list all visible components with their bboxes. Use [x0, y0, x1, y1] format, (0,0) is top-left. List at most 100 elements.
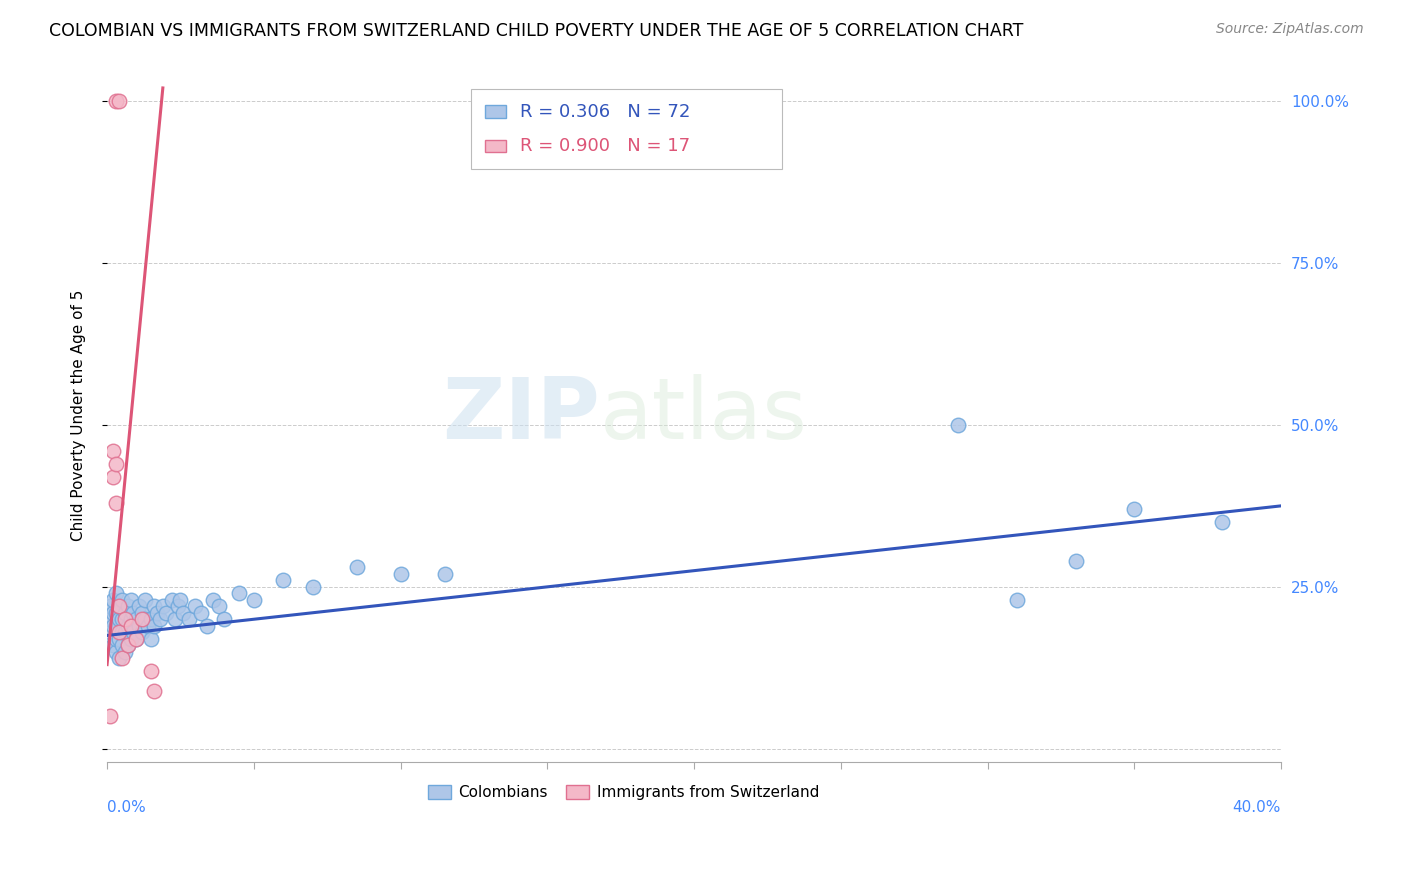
Point: [114, 645, 136, 659]
Point: [114, 612, 136, 626]
Point: [104, 457, 127, 471]
Point: [139, 632, 162, 646]
Point: [120, 632, 142, 646]
Point: [143, 683, 166, 698]
Point: [111, 651, 134, 665]
Point: [1123, 502, 1146, 516]
Point: [136, 618, 159, 632]
Y-axis label: Child Poverty Under the Age of 5: Child Poverty Under the Age of 5: [72, 290, 86, 541]
Point: [143, 618, 166, 632]
Point: [104, 94, 127, 108]
Point: [104, 495, 127, 509]
Point: [104, 632, 127, 646]
Point: [104, 586, 127, 600]
Text: 40.0%: 40.0%: [1233, 800, 1281, 815]
Point: [122, 606, 145, 620]
Point: [111, 625, 134, 640]
Text: R = 0.306   N = 72: R = 0.306 N = 72: [520, 103, 690, 120]
Point: [111, 592, 134, 607]
Point: [117, 638, 139, 652]
Point: [1064, 554, 1087, 568]
Text: 0.0%: 0.0%: [107, 800, 146, 815]
Point: [131, 625, 153, 640]
Text: COLOMBIAN VS IMMIGRANTS FROM SWITZERLAND CHILD POVERTY UNDER THE AGE OF 5 CORREL: COLOMBIAN VS IMMIGRANTS FROM SWITZERLAND…: [49, 22, 1024, 40]
Point: [98, 625, 121, 640]
Point: [243, 592, 266, 607]
Point: [108, 651, 131, 665]
Point: [111, 638, 134, 652]
FancyBboxPatch shape: [471, 89, 782, 169]
Point: [114, 625, 136, 640]
Point: [98, 709, 121, 723]
Point: [149, 612, 172, 626]
Text: R = 0.900   N = 17: R = 0.900 N = 17: [520, 137, 690, 155]
Point: [169, 592, 191, 607]
Point: [114, 606, 136, 620]
Text: ZIP: ZIP: [443, 374, 600, 457]
Point: [104, 618, 127, 632]
Point: [134, 612, 156, 626]
Point: [152, 599, 174, 614]
Point: [98, 612, 121, 626]
Point: [389, 566, 412, 581]
Point: [131, 606, 153, 620]
Point: [101, 638, 124, 652]
Point: [160, 592, 183, 607]
Point: [101, 606, 124, 620]
Point: [122, 625, 145, 640]
Text: atlas: atlas: [600, 374, 808, 457]
Point: [111, 612, 134, 626]
Point: [143, 599, 166, 614]
Point: [172, 606, 194, 620]
Point: [125, 632, 148, 646]
Point: [948, 417, 970, 432]
Point: [120, 612, 142, 626]
Point: [104, 606, 127, 620]
Point: [108, 94, 131, 108]
Point: [201, 592, 224, 607]
Point: [125, 632, 148, 646]
Point: [108, 599, 131, 614]
Point: [134, 592, 156, 607]
Point: [108, 599, 131, 614]
Point: [101, 443, 124, 458]
Point: [117, 638, 139, 652]
Text: Source: ZipAtlas.com: Source: ZipAtlas.com: [1216, 22, 1364, 37]
Point: [184, 599, 207, 614]
Point: [108, 612, 131, 626]
Point: [108, 632, 131, 646]
Point: [1005, 592, 1028, 607]
Point: [128, 618, 150, 632]
Point: [98, 599, 121, 614]
Point: [117, 618, 139, 632]
Point: [346, 560, 368, 574]
Point: [228, 586, 250, 600]
Point: [433, 566, 456, 581]
Point: [128, 599, 150, 614]
Point: [101, 592, 124, 607]
Point: [1211, 515, 1233, 529]
Point: [146, 606, 169, 620]
Point: [101, 618, 124, 632]
Point: [139, 664, 162, 678]
Point: [120, 618, 142, 632]
Point: [166, 599, 188, 614]
Point: [179, 612, 201, 626]
Point: [139, 612, 162, 626]
Point: [163, 612, 186, 626]
Point: [101, 469, 124, 483]
Point: [207, 599, 229, 614]
Point: [120, 592, 142, 607]
FancyBboxPatch shape: [485, 105, 506, 118]
Legend: Colombians, Immigrants from Switzerland: Colombians, Immigrants from Switzerland: [422, 779, 825, 806]
Point: [301, 580, 323, 594]
Point: [190, 606, 212, 620]
Point: [104, 645, 127, 659]
Point: [131, 612, 153, 626]
Point: [117, 599, 139, 614]
Point: [125, 612, 148, 626]
Point: [195, 618, 218, 632]
Point: [155, 606, 177, 620]
Point: [271, 574, 294, 588]
FancyBboxPatch shape: [485, 140, 506, 153]
